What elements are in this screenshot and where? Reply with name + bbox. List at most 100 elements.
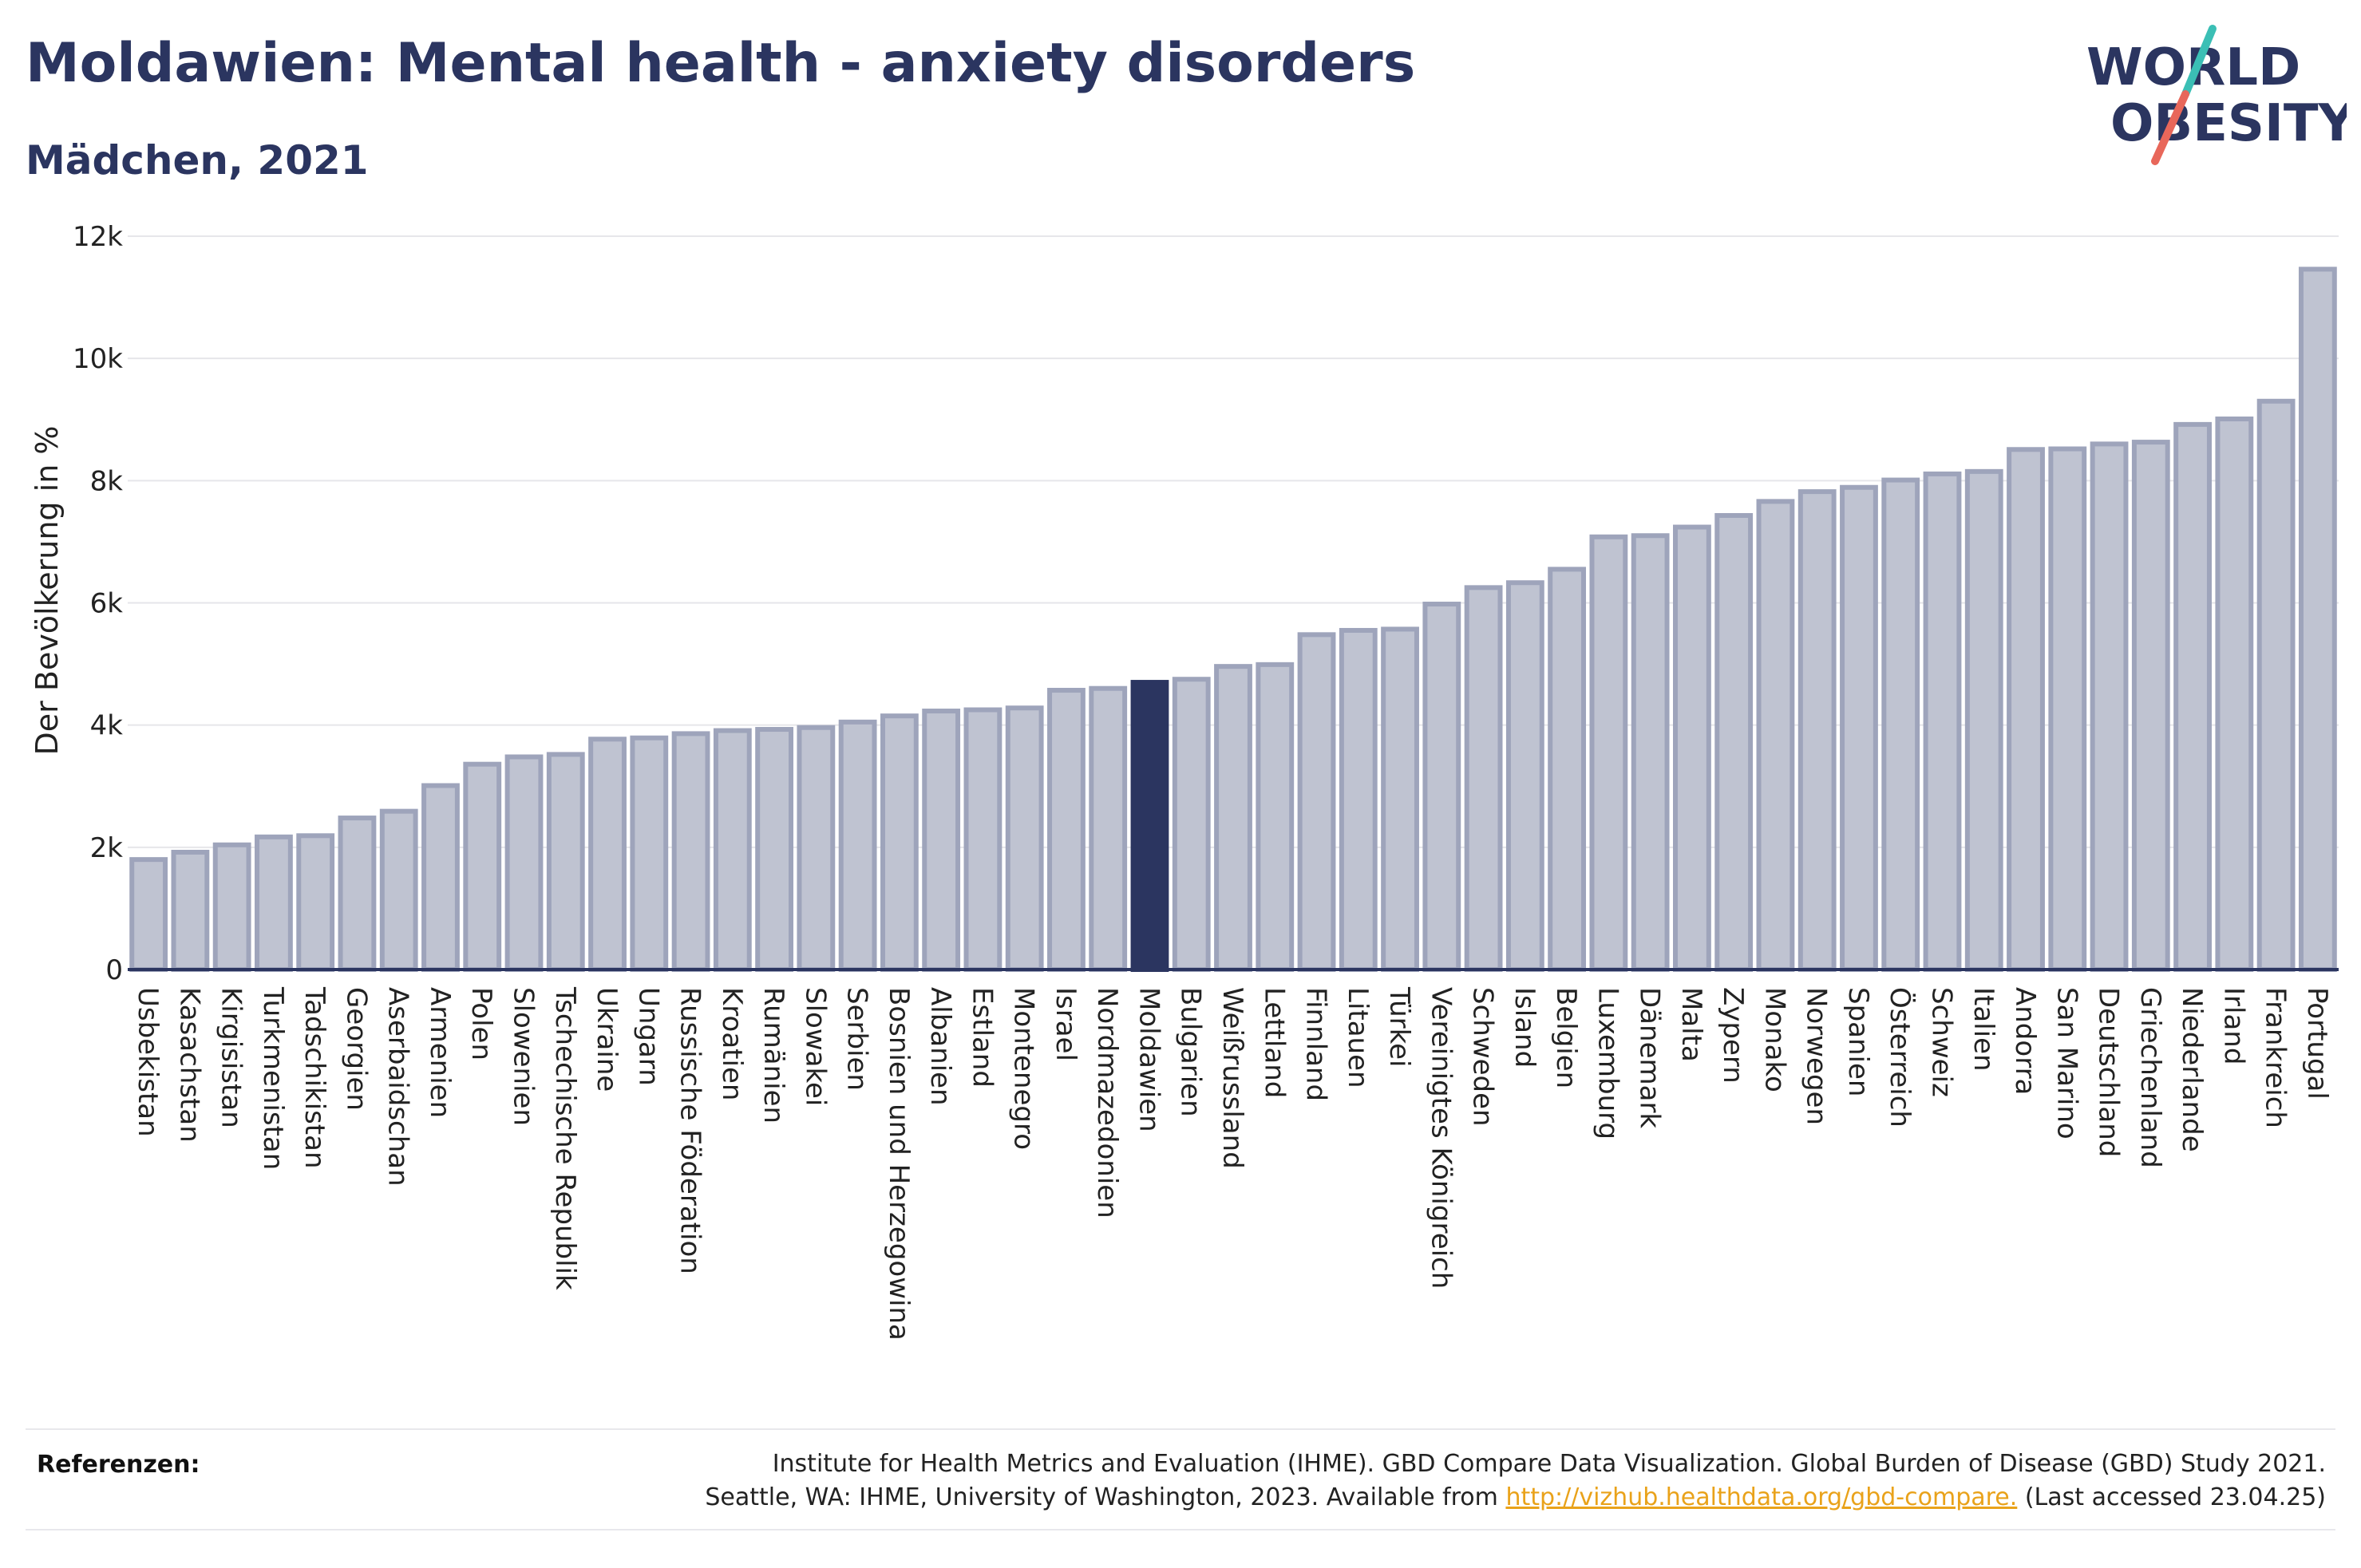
bar: [1214, 664, 1252, 972]
bar: [1464, 585, 1503, 973]
chart-title: Moldawien: Mental health - anxiety disor…: [26, 32, 1416, 95]
bar: [1422, 602, 1461, 972]
bar: [1089, 685, 1128, 972]
y-axis-label: Der Bevölkerung in %: [30, 426, 65, 756]
bar: [2131, 440, 2170, 972]
y-tick-label: 8k: [90, 465, 124, 497]
bar: [463, 761, 502, 972]
x-tick-label: Vereinigtes Königreich: [1425, 987, 1457, 1289]
bar: [1297, 632, 1336, 972]
x-tick-label: Griechenland: [2134, 987, 2166, 1168]
bar: [922, 709, 961, 972]
bar: [2173, 421, 2212, 972]
bar: [421, 783, 460, 973]
logo-text-obesity: OBESITY: [2110, 94, 2347, 153]
x-tick-label: Niederlande: [2176, 987, 2208, 1152]
x-tick-label: Israel: [1050, 987, 1082, 1061]
x-tick-label: Turkmenistan: [257, 986, 289, 1170]
bar: [1339, 627, 1378, 973]
bar-chart: 0 2k 4k 6k 8k 10k 12k Usbekistan Kasachstan Kirg…: [30, 221, 2339, 1341]
bar: [1172, 677, 1211, 973]
x-tick-label: Georgien: [340, 987, 372, 1111]
x-tick-label: Slowenien: [508, 987, 540, 1126]
x-tick-label: Schweden: [1467, 987, 1499, 1127]
x-tick-labels: Usbekistan Kasachstan Kirgisistan Turkmenis…: [132, 986, 2333, 1341]
bar: [255, 834, 293, 973]
x-tick-label: Ungarn: [632, 987, 664, 1086]
bar: [713, 728, 752, 972]
x-tick-label: Tadschikistan: [299, 986, 330, 1169]
references-text: Institute for Health Metrics and Evaluat…: [705, 1448, 2326, 1515]
bar: [630, 735, 669, 972]
y-tick-label: 4k: [90, 710, 124, 742]
bar: [880, 713, 919, 972]
bar: [1673, 524, 1711, 972]
bar: [2298, 267, 2337, 973]
y-tick-label: 2k: [90, 832, 124, 864]
x-tick-label: Portugal: [2301, 987, 2333, 1100]
x-tick-label: Litauen: [1342, 987, 1374, 1088]
reference-line-2-suffix: (Last accessed 23.04.25): [2024, 1483, 2326, 1511]
y-tick-label: 0: [105, 954, 123, 986]
x-tick-label: Kirgisistan: [216, 987, 247, 1128]
reference-line-1: Institute for Health Metrics and Evaluat…: [772, 1450, 2326, 1478]
x-tick-label: Albanien: [924, 987, 956, 1106]
bar: [671, 731, 710, 972]
bar: [963, 707, 1003, 972]
x-tick-label: Russische Föderation: [674, 987, 706, 1274]
bar: [129, 857, 168, 973]
world-obesity-logo: WORLD OBESITY: [2086, 25, 2347, 165]
x-tick-label: Türkei: [1383, 986, 1415, 1067]
bar-highlighted: [1130, 680, 1169, 973]
x-tick-label: Polen: [465, 987, 497, 1060]
x-tick-label: Norwegen: [1801, 987, 1833, 1125]
x-tick-label: Ukraine: [591, 987, 623, 1092]
bar: [2048, 446, 2087, 972]
bar: [2256, 398, 2296, 972]
x-tick-label: San Marino: [2051, 987, 2082, 1139]
x-tick-label: Island: [1509, 987, 1540, 1068]
x-tick-label: Schweiz: [1925, 987, 1957, 1097]
x-tick-label: Malta: [1675, 987, 1707, 1062]
y-tick-label: 10k: [73, 343, 123, 375]
references-label: Referenzen:: [37, 1451, 200, 1479]
bar: [296, 833, 335, 972]
x-tick-label: Nordmazedonien: [1091, 987, 1123, 1218]
x-tick-label: Bosnien und Herzegowina: [883, 987, 915, 1341]
references-box: Referenzen: Institute for Health Metrics…: [26, 1428, 2335, 1530]
bar: [1923, 471, 1962, 972]
bar: [1005, 705, 1044, 972]
logo-slash-teal: [2181, 25, 2217, 98]
chart-subtitle: Mädchen, 2021: [26, 137, 369, 184]
x-tick-label: Rumänien: [757, 987, 789, 1124]
bar: [1840, 484, 1878, 972]
x-tick-label: Aserbaidschan: [382, 987, 414, 1187]
x-tick-label: Lettland: [1258, 987, 1290, 1098]
bar: [546, 752, 585, 973]
x-tick-label: Italien: [1968, 987, 1999, 1072]
x-tick-label: Irland: [2217, 987, 2249, 1064]
x-tick-label: Tschechische Republik: [549, 986, 581, 1290]
bar: [1548, 567, 1587, 972]
bar: [379, 808, 418, 972]
bar: [1756, 499, 1795, 972]
x-tick-label: Moldawien: [1133, 987, 1165, 1132]
x-tick-label: Kroatien: [716, 987, 748, 1100]
x-tick-label: Finnland: [1300, 987, 1332, 1101]
x-tick-label: Frankreich: [2260, 987, 2292, 1128]
bar: [504, 754, 544, 972]
reference-line-2-prefix: Seattle, WA: IHME, University of Washing…: [705, 1483, 1498, 1511]
bar: [2007, 447, 2045, 972]
bar: [2090, 441, 2129, 972]
x-tick-label: Österreich: [1884, 987, 1916, 1128]
bar: [1964, 468, 2003, 972]
x-tick-label: Weißrussland: [1216, 987, 1248, 1169]
bar: [2215, 416, 2254, 972]
y-tick-label: 12k: [73, 221, 123, 253]
reference-link[interactable]: http://vizhub.healthdata.org/gbd-compare…: [1505, 1483, 2018, 1511]
x-tick-label: Usbekistan: [132, 987, 164, 1137]
x-tick-label: Armenien: [424, 987, 456, 1118]
y-tick-label: 6k: [90, 588, 124, 620]
x-tick-label: Andorra: [2009, 987, 2041, 1095]
bar: [1589, 534, 1628, 972]
